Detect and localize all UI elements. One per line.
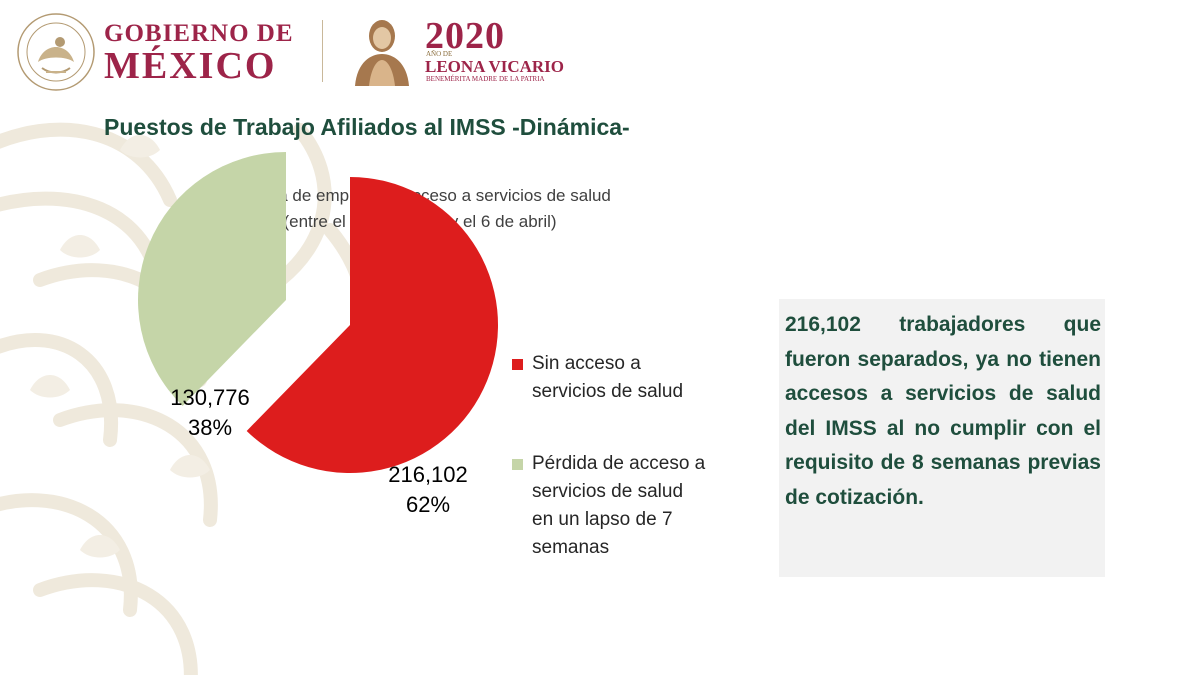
legend-swatch [512, 459, 523, 470]
legend-swatch [512, 359, 523, 370]
legend-label-line: servicios de salud [532, 481, 684, 502]
leona-vicario-portrait-icon [355, 20, 409, 86]
government-name-line2: MÉXICO [104, 45, 277, 87]
government-name-line1: GOBIERNO DE [104, 20, 294, 47]
legend-label-line: servicios de salud [532, 381, 684, 402]
legend-label-line: semanas [532, 537, 610, 558]
header-divider [322, 20, 323, 82]
header: GOBIERNO DE MÉXICO 2020 AÑO DE LEONA VIC… [0, 0, 1200, 92]
legend-label-line: en un lapso de 7 [532, 509, 673, 530]
year-2020: 2020 [425, 15, 505, 57]
pie-slice-2 [137, 152, 286, 406]
mexico-seal-icon [17, 13, 95, 91]
honoree-subtitle: BENEMÉRITA MADRE DE LA PATRIA [426, 75, 545, 83]
pie-slice-1 [246, 177, 498, 473]
chart-legend: Sin acceso a servicios de salud Pérdida de… [512, 350, 752, 562]
legend-item-1: Sin acceso a servicios de salud [512, 350, 752, 406]
legend-item-2: Pérdida de acceso a servicios de salud en … [512, 450, 752, 562]
slice-value-label-1: 216,102 [388, 462, 468, 487]
callout-text: 216,102 trabajadores que fueron separado… [785, 313, 1101, 509]
legend-label-line: Pérdida de acceso a [532, 453, 706, 474]
slice-percent-label-1: 62% [406, 492, 450, 517]
legend-label-line: Sin acceso a [532, 353, 641, 374]
slice-percent-label-2: 38% [188, 415, 232, 440]
callout-box: 216,102 trabajadores que fueron separado… [779, 299, 1105, 577]
slice-value-label-2: 130,776 [170, 385, 250, 410]
honoree-name: LEONA VICARIO [425, 57, 565, 76]
year-subtitle: AÑO DE [426, 50, 453, 58]
slide-title: Puestos de Trabajo Afiliados al IMSS -Di… [104, 114, 630, 140]
